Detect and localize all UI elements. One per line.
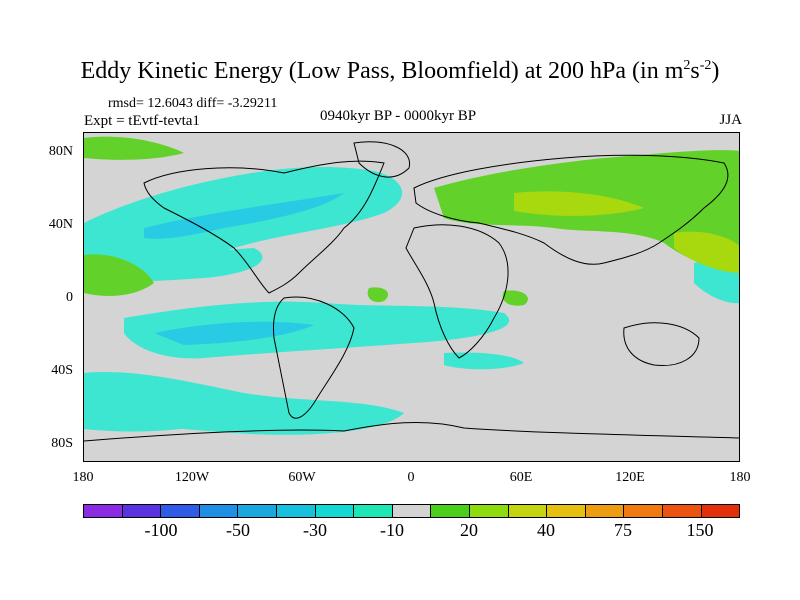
colorbar-swatch: [392, 505, 432, 517]
colorbar-label: 20: [460, 520, 478, 540]
lon-tick-120w: 120W: [174, 470, 210, 485]
south-america: [273, 296, 355, 419]
stats-label: rmsd= 12.6043 diff= -3.29211: [108, 96, 278, 111]
colorbar-label: -10: [380, 520, 404, 540]
map-svg: [84, 136, 739, 442]
colorbar-swatch: [315, 505, 355, 517]
colorbar-label: 150: [686, 520, 714, 540]
season-label: JJA: [719, 112, 742, 128]
experiment-label: Expt = tEvtf-tevta1: [84, 113, 200, 129]
plot-title: Eddy Kinetic Energy (Low Pass, Bloomfiel…: [80, 58, 720, 84]
lat-tick-80s: 80S: [51, 436, 73, 451]
australia: [623, 322, 700, 367]
region-west-pacific: [84, 254, 154, 296]
colorbar: [83, 504, 740, 518]
lon-tick-0: 0: [407, 470, 415, 485]
colorbar-swatch: [624, 505, 663, 517]
north-america: [143, 160, 385, 294]
lon-tick-60e: 60E: [509, 470, 533, 485]
positive-anomaly-regions: [84, 136, 739, 306]
lon-tick-60w: 60W: [288, 470, 316, 485]
colorbar-swatch: [701, 505, 740, 517]
colorbar-swatch: [122, 505, 162, 517]
colorbar-label: -100: [144, 520, 178, 540]
greenland: [353, 141, 410, 178]
colorbar-label: 75: [614, 520, 632, 540]
colorbar-swatch: [84, 505, 123, 517]
africa: [405, 224, 509, 359]
colorbar-label: 40: [537, 520, 555, 540]
eurasia: [413, 154, 729, 265]
colorbar-swatch: [431, 505, 470, 517]
lat-tick-80n: 80N: [48, 144, 73, 159]
colorbar-swatch: [469, 505, 509, 517]
colorbar-swatch: [161, 505, 200, 517]
colorbar-label: -50: [226, 520, 250, 540]
colorbar-swatch: [662, 505, 702, 517]
region-south-pacific: [124, 301, 510, 359]
colorbar-swatch: [354, 505, 393, 517]
colorbar-swatch: [508, 505, 548, 517]
antarctica: [84, 421, 739, 442]
continent-outlines: [84, 141, 739, 442]
lon-tick-120e: 120E: [615, 470, 645, 485]
lat-tick-40s: 40S: [51, 363, 73, 378]
colorbar-swatch: [276, 505, 316, 517]
lon-tick-180e: 180: [729, 470, 751, 485]
lon-tick-180w: 180: [72, 470, 94, 485]
colorbar-label: -30: [303, 520, 327, 540]
colorbar-swatch: [199, 505, 239, 517]
lat-tick-40n: 40N: [48, 217, 73, 232]
map-panel: [83, 132, 740, 462]
period-label: 0940kyr BP - 0000kyr BP: [320, 108, 477, 124]
colorbar-swatch: [238, 505, 277, 517]
colorbar-swatch: [585, 505, 625, 517]
lat-tick-0: 0: [66, 290, 73, 305]
colorbar-swatch: [547, 505, 586, 517]
